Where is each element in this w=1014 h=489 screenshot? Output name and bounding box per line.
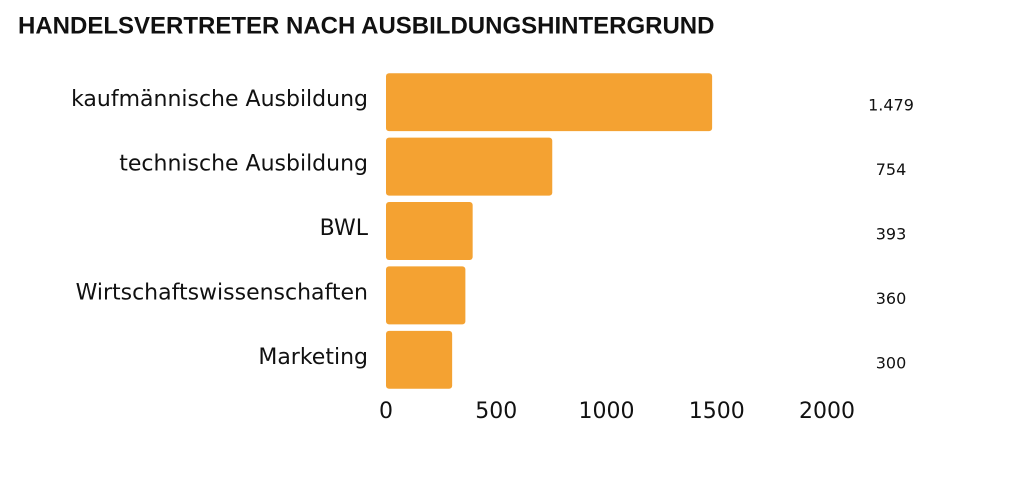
bar	[386, 137, 553, 196]
value-label: 360	[876, 289, 907, 308]
x-tick-label: 500	[475, 399, 517, 424]
bar	[386, 73, 713, 132]
x-tick-label: 2000	[799, 399, 855, 424]
y-tick-label: technische Ausbildung	[119, 152, 368, 177]
y-tick-label: kaufmännische Ausbildung	[71, 87, 368, 112]
chart-title: HANDELSVERTRETER NACH AUSBILDUNGSHINTERG…	[18, 12, 714, 39]
value-label: 1.479	[868, 96, 914, 115]
x-tick-label: 0	[379, 399, 393, 424]
bar	[386, 202, 473, 260]
x-tick-label: 1500	[689, 399, 745, 424]
y-tick-label: Marketing	[258, 345, 368, 370]
x-tick-label: 1000	[579, 399, 635, 424]
bar	[386, 266, 466, 325]
value-label: 393	[876, 225, 907, 244]
value-label: 300	[876, 353, 907, 372]
y-tick-label: Wirtschaftswissenschaften	[76, 280, 368, 305]
value-label: 754	[876, 160, 907, 179]
y-tick-label: BWL	[320, 216, 369, 241]
bar	[386, 330, 453, 389]
